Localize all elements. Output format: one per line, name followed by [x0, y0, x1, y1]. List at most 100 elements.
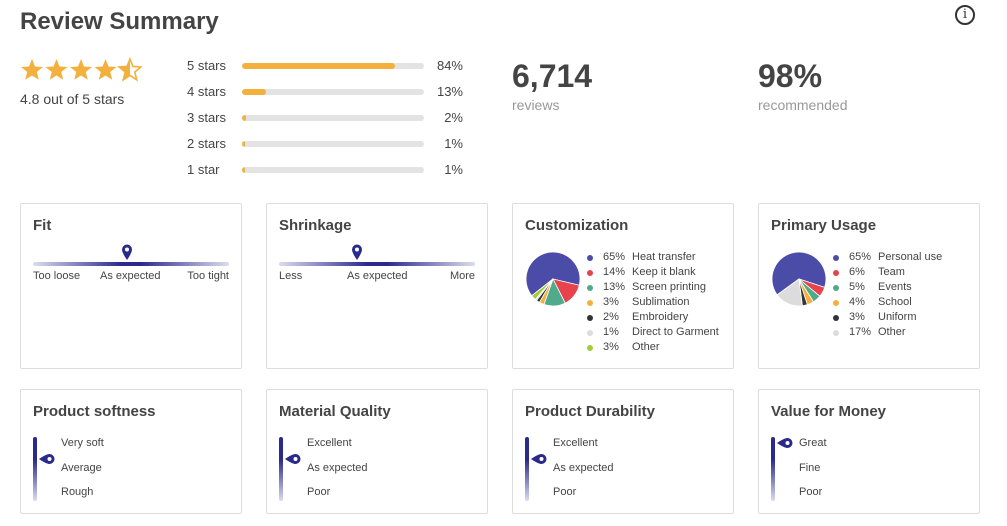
- star-icon: [70, 59, 92, 80]
- fit-label-high: Too tight: [187, 270, 229, 282]
- quality-scale: [279, 437, 283, 501]
- rating-bar-track: [242, 115, 424, 121]
- legend-item: 65% Heat transfer: [587, 251, 737, 266]
- legend-dot-icon: [833, 330, 839, 336]
- durability-marker-icon: [531, 454, 547, 465]
- legend-label: Uniform: [878, 311, 917, 323]
- legend-label: Heat transfer: [632, 251, 696, 263]
- legend-percent: 1%: [603, 326, 619, 338]
- rating-bar-label: 1 star: [187, 162, 220, 177]
- durability-card: Product Durability Excellent As expected…: [512, 389, 734, 514]
- legend-dot-icon: [833, 270, 839, 276]
- star-rating: [21, 57, 142, 82]
- legend-item: 65% Personal use: [833, 251, 983, 266]
- page-title: Review Summary: [20, 8, 219, 35]
- shrinkage-marker-icon: [352, 244, 363, 260]
- rating-bar-percent: 84%: [436, 58, 463, 73]
- durability-label-mid: As expected: [553, 461, 614, 474]
- durability-scale: [525, 437, 529, 501]
- rating-bar-track: [242, 89, 424, 95]
- star-icon: [94, 59, 117, 80]
- recommended-stat: 98% recommended: [758, 58, 848, 113]
- quality-title: Material Quality: [279, 403, 391, 420]
- legend-item: 14% Keep it blank: [587, 266, 737, 281]
- rating-bar-percent: 2%: [444, 110, 463, 125]
- pie-slice[interactable]: [525, 251, 581, 297]
- legend-label: Team: [878, 266, 905, 278]
- rating-bar-row[interactable]: 3 stars 2%: [187, 108, 477, 128]
- legend-dot-icon: [587, 315, 593, 321]
- value-label-mid: Fine: [799, 461, 821, 474]
- legend-item: 17% Other: [833, 326, 983, 341]
- softness-label-top: Very soft: [61, 437, 104, 449]
- quality-label-top: Excellent: [307, 437, 352, 449]
- softness-marker-icon: [39, 454, 55, 465]
- usage-card: Primary Usage 65% Personal use 6% Team 5% Eve…: [758, 203, 980, 369]
- value-scale: [771, 437, 775, 501]
- durability-label-bottom: Poor: [553, 486, 577, 498]
- reviews-count: 6,714: [512, 58, 593, 94]
- pie-slice[interactable]: [776, 278, 803, 307]
- legend-label: Sublimation: [632, 296, 690, 308]
- rating-bar-row[interactable]: 5 stars 84%: [187, 56, 477, 76]
- legend-dot-icon: [587, 330, 593, 336]
- rating-bar-label: 3 stars: [187, 110, 227, 125]
- legend-label: Other: [878, 326, 906, 338]
- legend-label: Screen printing: [632, 281, 706, 293]
- info-icon[interactable]: i: [955, 5, 975, 25]
- star-icon: [21, 59, 43, 80]
- legend-label: Events: [878, 281, 912, 293]
- shrinkage-slider-track: [279, 262, 475, 266]
- legend-item: 5% Events: [833, 281, 983, 296]
- customization-card: Customization 65% Heat transfer 14% Keep it…: [512, 203, 734, 369]
- rating-bar-row[interactable]: 2 stars 1%: [187, 134, 477, 154]
- quality-card: Material Quality Excellent As expected P…: [266, 389, 488, 514]
- customization-title: Customization: [525, 217, 629, 234]
- rating-bar-track: [242, 141, 424, 147]
- durability-label-top: Excellent: [553, 437, 598, 449]
- softness-label-bottom: Rough: [61, 486, 94, 498]
- pie-slice[interactable]: [771, 251, 827, 296]
- legend-item: 6% Team: [833, 266, 983, 281]
- fit-marker-icon: [122, 244, 133, 260]
- rating-bar-label: 5 stars: [187, 58, 227, 73]
- rating-bar-percent: 1%: [444, 136, 463, 151]
- rating-bar-track: [242, 167, 424, 173]
- legend-percent: 6%: [849, 266, 865, 278]
- value-marker-icon: [777, 438, 793, 449]
- legend-dot-icon: [833, 285, 839, 291]
- legend-dot-icon: [587, 285, 593, 291]
- legend-dot-icon: [587, 345, 593, 351]
- legend-percent: 3%: [603, 296, 619, 308]
- legend-percent: 14%: [603, 266, 626, 278]
- legend-item: 3% Other: [587, 341, 737, 356]
- quality-marker-icon: [285, 454, 301, 465]
- fit-card: Fit Too loose As expected Too tight: [20, 203, 242, 369]
- usage-title: Primary Usage: [771, 217, 877, 234]
- legend-percent: 3%: [849, 311, 865, 323]
- usage-pie-chart: [771, 251, 827, 307]
- rating-bar-percent: 13%: [436, 84, 463, 99]
- legend-item: 3% Sublimation: [587, 296, 737, 311]
- usage-legend: 65% Personal use 6% Team 5% Events 4% School 3% U…: [833, 251, 983, 341]
- softness-title: Product softness: [33, 403, 156, 420]
- rating-bar-label: 4 stars: [187, 84, 227, 99]
- customization-legend: 65% Heat transfer 14% Keep it blank 13% Scree…: [587, 251, 737, 356]
- legend-dot-icon: [587, 270, 593, 276]
- legend-percent: 3%: [603, 341, 619, 353]
- shrinkage-card: Shrinkage Less As expected More: [266, 203, 488, 369]
- softness-label-mid: Average: [61, 461, 102, 474]
- fit-label-low: Too loose: [33, 270, 81, 282]
- pie-slice[interactable]: [531, 278, 554, 300]
- durability-title: Product Durability: [525, 403, 656, 420]
- legend-item: 13% Screen printing: [587, 281, 737, 296]
- fit-label-mid: As expected: [100, 270, 161, 282]
- rating-bar-fill: [242, 63, 395, 69]
- shrinkage-label-high: More: [449, 270, 475, 282]
- quality-label-bottom: Poor: [307, 486, 331, 498]
- rating-bar-row[interactable]: 1 star 1%: [187, 160, 477, 180]
- legend-dot-icon: [587, 255, 593, 261]
- rating-bar-row[interactable]: 4 stars 13%: [187, 82, 477, 102]
- legend-percent: 13%: [603, 281, 626, 293]
- value-label-bottom: Poor: [799, 486, 823, 498]
